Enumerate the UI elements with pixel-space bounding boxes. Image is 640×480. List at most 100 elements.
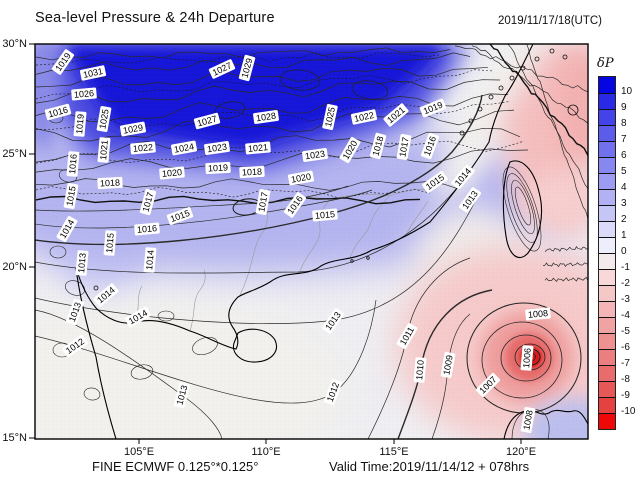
island [468,118,474,124]
svg-text:1028: 1028 [255,111,276,124]
colorbar-segment [599,77,615,93]
colorbar: δP 10 9 8 7 6 5 4 3 2 1 0 -1 -2 -3 -4 -5 -6 -7 -8 -9 -10 [590,56,640,448]
colorbar-tick-label: -4 [621,310,630,321]
isobar-label: 1018 [239,165,265,179]
island [567,104,579,116]
colorbar-tick-label: 8 [621,118,627,129]
colorbar-tick-label: -10 [621,406,636,417]
isobar-label: 1022 [130,141,156,155]
colorbar-segment [599,301,615,317]
valid-datetime: 2019/11/17/18(UTC) [498,15,602,27]
isobar-label: 1015 [63,182,79,210]
isobar-ring [500,334,552,382]
colorbar-segment [599,189,615,205]
svg-text:1019: 1019 [74,114,86,135]
isobar-label: 1015 [103,230,117,256]
isobar-label: 1021 [97,137,111,163]
map-frame [34,43,589,440]
svg-text:1018: 1018 [242,166,263,177]
isobar-line [35,127,521,163]
isobar-line [35,79,501,104]
svg-text:1022: 1022 [133,142,154,154]
isobar-line [543,262,588,268]
svg-text:1020: 1020 [290,171,311,184]
isobar-label: 1018 [369,132,387,160]
isobar-ring [157,310,175,322]
colorbar-segment [599,349,615,365]
colorbar-tick-label: 0 [621,246,627,257]
lat-tick-label: 30°N [2,38,27,50]
svg-text:1018: 1018 [100,177,121,188]
colorbar-segment [599,381,615,397]
isobar-label: 1025 [96,105,112,133]
isobar-line [35,109,515,142]
island [520,65,526,71]
colorbar-segments [598,76,616,430]
svg-text:1006: 1006 [521,348,533,369]
colorbar-title: δP [597,56,614,71]
isobar-label: 1020 [287,170,315,186]
isobar-line-dashed [35,186,431,199]
svg-text:1025: 1025 [323,106,337,128]
admin-boundary [404,200,429,238]
colorbar-tick-label: 5 [621,166,627,177]
colorbar-tick-label: 7 [621,134,627,145]
colorbar-segment [599,237,615,253]
admin-boundary [189,269,206,332]
svg-text:1024: 1024 [173,141,194,154]
isobar-label: 1014 [143,247,157,273]
isobar-label: 1006 [520,345,534,371]
svg-text:1017: 1017 [397,136,410,157]
isobar-line [35,66,489,88]
isobar-ring [214,101,246,119]
colorbar-segment [599,157,615,173]
isobar-label: 1021 [245,141,271,155]
isobar-ring [83,387,101,401]
isobar-line-bold [35,195,421,205]
svg-text:1021: 1021 [98,140,110,161]
isobar-line-bold [489,44,588,156]
isobar-line [35,167,473,274]
colorbar-tick-label: -5 [621,326,630,337]
svg-text:1023: 1023 [206,142,227,155]
isobar-ring [192,336,218,356]
svg-text:1019: 1019 [208,162,229,173]
lat-tick-label: 20°N [2,261,27,273]
valid-time-label: Valid Time:2019/11/14/12 + 078hrs [329,459,530,474]
isobar-line [544,276,588,282]
colorbar-segment [599,365,615,381]
colorbar-segment [599,125,615,141]
isobar-label: 1018 [97,176,123,190]
svg-text:1009: 1009 [441,354,454,375]
colorbar-tick-label: 3 [621,198,627,209]
island [549,48,555,54]
isobar-label: 1019 [205,161,231,175]
lon-tick-label: 115°E [379,446,408,458]
isobar-line-dashed [35,52,441,66]
island [562,54,568,60]
island [509,75,515,81]
colorbar-tick-label: -2 [621,278,630,289]
svg-text:1013: 1013 [76,253,88,274]
isobar-label: 1027 [193,112,221,130]
model-resolution-label: FINE ECMWF 0.125°*0.125° [92,459,259,474]
colorbar-segment [599,269,615,285]
isobar-line [544,245,588,252]
svg-text:1016: 1016 [137,223,158,235]
isobar-line [35,94,483,246]
svg-text:1017: 1017 [256,191,269,212]
isobar-label: 1013 [173,381,191,409]
coastline [503,409,588,439]
isobar-ring [506,173,538,243]
svg-text:1021: 1021 [248,142,269,154]
isobar-label: 1020 [159,166,185,180]
svg-text:1016: 1016 [67,154,79,175]
isobar-label: 1016 [134,222,160,236]
svg-text:1008: 1008 [528,308,549,320]
isobar-line [35,47,451,61]
colorbar-tick-label: -3 [621,294,630,305]
colorbar-segment [599,285,615,301]
colorbar-tick-label: -8 [621,374,630,385]
